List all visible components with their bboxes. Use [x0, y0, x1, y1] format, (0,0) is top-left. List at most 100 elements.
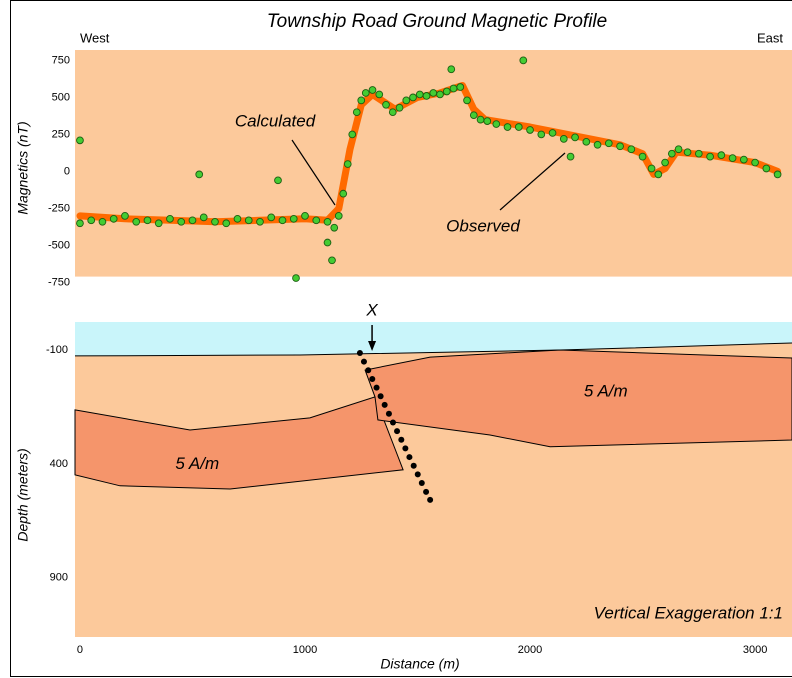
observed-point [301, 212, 309, 220]
observed-point [166, 214, 174, 223]
fault-dot [365, 367, 372, 374]
fault-dot [373, 384, 380, 391]
observed-point [616, 142, 624, 151]
observed-point [647, 164, 656, 173]
observed-point [312, 216, 321, 225]
observed-point [559, 135, 568, 143]
observed-point [87, 216, 96, 225]
fault-dot [398, 436, 405, 443]
observed-point [739, 155, 748, 164]
fault-dot [423, 488, 430, 495]
observed-point [352, 108, 361, 117]
observed-point [76, 136, 84, 145]
fault-dot [356, 349, 363, 356]
observed-point [256, 217, 264, 226]
observed-point [330, 223, 339, 232]
fault-dot [377, 393, 384, 400]
observed-point [368, 86, 377, 94]
fault-dot [360, 358, 367, 365]
observed-point [188, 216, 197, 225]
observed-point [449, 84, 458, 93]
observed-point [382, 100, 390, 109]
observed-point [323, 238, 332, 247]
observed-point [627, 145, 636, 154]
y-tick-label: -250 [48, 202, 70, 214]
observed-point [674, 145, 683, 154]
observed-point [593, 140, 602, 149]
west-label: West [80, 30, 110, 45]
observed-point [395, 103, 404, 112]
y-tick-label: 750 [52, 54, 70, 66]
observed-point [582, 137, 591, 146]
y-tick-label: 0 [64, 165, 70, 177]
x-axis-label: Distance (m) [380, 656, 459, 672]
observed-point [348, 130, 357, 139]
observed-point [456, 83, 465, 91]
y-tick-label: -500 [48, 239, 70, 251]
observed-point [566, 152, 575, 161]
observed-point [519, 56, 528, 65]
observed-point [388, 108, 397, 117]
observed-point [132, 217, 141, 226]
observed-point [762, 164, 771, 173]
fault-dot [369, 375, 376, 382]
y-tick-label: 900 [50, 572, 68, 584]
fault-dot [402, 445, 409, 452]
observed-point [323, 217, 332, 226]
fault-dot [381, 401, 388, 408]
observed-point [514, 123, 523, 131]
x-tick-label: 2000 [518, 644, 542, 656]
observed-point [728, 154, 737, 162]
observed-point [76, 219, 84, 228]
fault-dot [418, 480, 425, 487]
observed-point [267, 213, 276, 222]
observed-point [548, 129, 557, 137]
x-tick-label: 3000 [743, 644, 767, 656]
annotation: Vertical Exaggeration 1:1 [594, 603, 783, 622]
surface-line [74, 342, 792, 357]
observed-point [661, 158, 669, 167]
series-label: Observed [446, 216, 520, 235]
chart-title: Township Road Ground Magnetic Profile [267, 11, 607, 32]
observed-point [751, 158, 759, 167]
observed-point [343, 160, 352, 168]
observed-point [361, 89, 370, 97]
observed-point [483, 117, 492, 125]
observed-point [199, 213, 208, 222]
observed-point [334, 212, 343, 220]
fault-dot [427, 496, 434, 503]
y-axis-label: Magnetics (nT) [15, 121, 31, 214]
observed-point [667, 149, 676, 158]
observed-point [121, 212, 129, 220]
observed-point [447, 65, 456, 74]
observed-point [773, 170, 782, 179]
fault-dot [410, 462, 417, 469]
body-label: 5 A/m [175, 454, 219, 473]
observed-point [98, 217, 107, 226]
observed-point [402, 96, 411, 105]
observed-point [109, 214, 118, 223]
observed-point [278, 216, 287, 225]
fault-dot [414, 471, 421, 478]
observed-point [222, 219, 231, 228]
observed-point [476, 115, 485, 124]
leader-line [291, 139, 336, 206]
observed-point [503, 123, 512, 131]
y-axis-label: Depth (meters) [15, 448, 31, 541]
x-tick-label: 1000 [293, 644, 317, 656]
observed-point [604, 139, 613, 148]
observed-point [717, 151, 726, 160]
observed-point [409, 93, 417, 102]
observed-point [177, 217, 186, 226]
y-tick-label: 400 [50, 458, 68, 470]
y-tick-label: -100 [46, 344, 68, 356]
observed-point [442, 87, 451, 96]
observed-point [422, 92, 431, 100]
y-tick-label: 250 [52, 128, 70, 140]
observed-point [244, 216, 253, 225]
x-tick-label: 0 [77, 644, 83, 656]
observed-point [274, 176, 282, 185]
observed-point [463, 96, 471, 105]
magnetic-body [74, 396, 404, 490]
